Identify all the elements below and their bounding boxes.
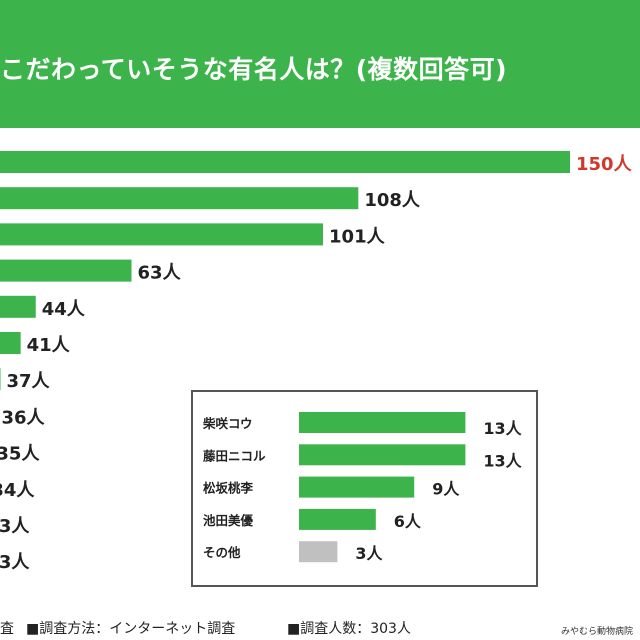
- footer-fragment: 査: [0, 621, 14, 637]
- bar-1: [0, 187, 359, 210]
- inset-value-label-1: 13人: [483, 451, 522, 470]
- inset-bar-3: [299, 508, 376, 530]
- bar-4: [0, 295, 36, 318]
- inset-bar-0: [299, 412, 466, 433]
- bar-value-label-10: 33人: [0, 516, 30, 537]
- bar-value-label-4: 44人: [42, 299, 86, 320]
- inset-category-label-4: その他: [203, 545, 241, 560]
- chart-title: こだわっていそうな有名人は？(複数回答可): [0, 55, 508, 84]
- footer: 査 ■調査方法：インターネット調査 ■調査人数：303人: [0, 614, 640, 640]
- bar-0: [0, 151, 570, 173]
- inset-value-label-0: 13人: [483, 419, 522, 438]
- bar-value-label-1: 108人: [364, 190, 421, 211]
- inset-value-label-2: 9人: [432, 480, 460, 499]
- bar-value-label-11: 33人: [0, 552, 30, 573]
- bar-value-label-9: 34人: [0, 480, 35, 501]
- bar-value-label-5: 41人: [27, 335, 71, 356]
- inset-chart-box: 柴咲コウ 13人 藤田ニコル 13人 松坂桃李 9人 池田美優 6人 その他 3人: [191, 390, 538, 587]
- inset-bar-4: [299, 541, 338, 563]
- bar-2: [0, 223, 324, 246]
- bar-value-label-3: 63人: [138, 263, 182, 284]
- title-banner: こだわっていそうな有名人は？(複数回答可): [0, 0, 640, 128]
- inset-bar-2: [299, 476, 415, 498]
- bar-value-label-7: 36人: [1, 407, 45, 428]
- inset-category-label-0: 柴咲コウ: [202, 416, 253, 431]
- bar-value-label-0: 150人: [576, 154, 633, 175]
- inset-value-label-4: 3人: [355, 544, 383, 563]
- footer-method: ■調査方法：インターネット調査: [26, 621, 236, 637]
- inset-value-label-3: 6人: [394, 512, 422, 531]
- inset-bar-1: [299, 444, 466, 466]
- bar-3: [0, 259, 132, 282]
- bar-value-label-8: 35人: [0, 444, 40, 465]
- bar-value-label-6: 37人: [6, 371, 50, 392]
- inset-category-label-3: 池田美優: [203, 513, 254, 528]
- bar-value-label-2: 101人: [329, 226, 386, 247]
- inset-category-label-1: 藤田ニコル: [202, 448, 266, 463]
- inset-category-label-2: 松坂桃李: [203, 481, 254, 496]
- bar-5: [0, 332, 21, 354]
- footer-count: ■調査人数：303人: [287, 621, 411, 637]
- footer-credit: みやむら動物病院: [561, 627, 634, 637]
